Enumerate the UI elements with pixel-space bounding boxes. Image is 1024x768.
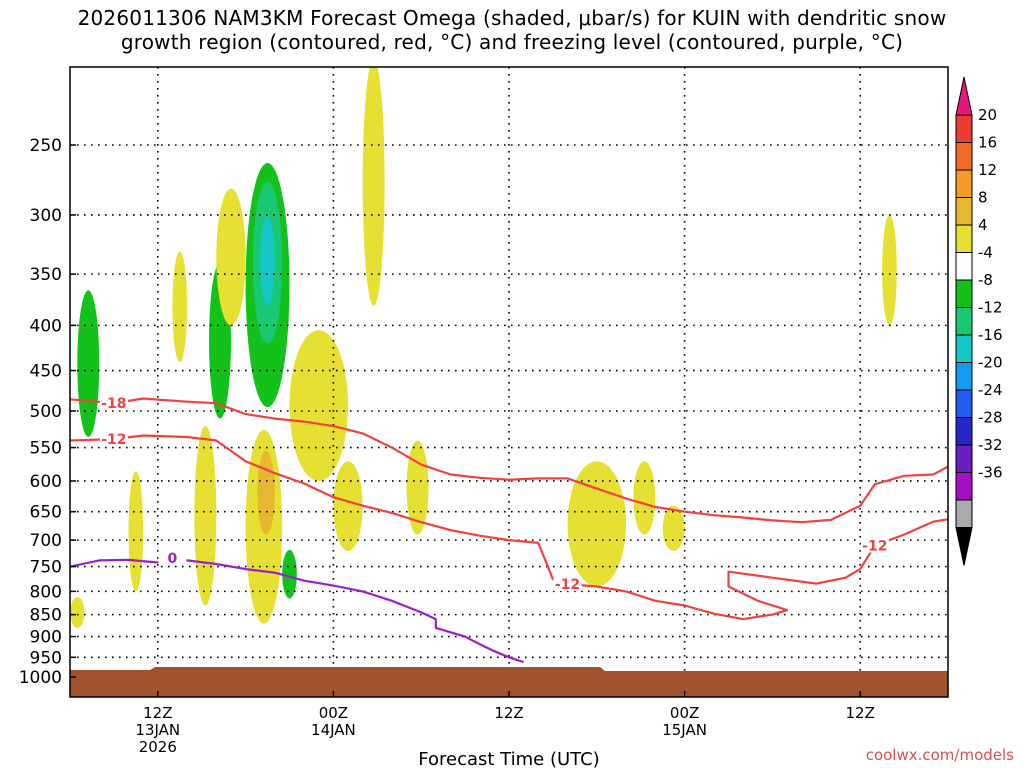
colorbar-label-3: 8 (978, 189, 988, 207)
x-tick-label-6-2: 2026 (139, 738, 177, 756)
omega-region-19 (662, 505, 685, 551)
colorbar-label-5: -4 (978, 244, 993, 262)
y-tick-label-750: 750 (30, 558, 62, 578)
y-tick-label-850: 850 (30, 606, 62, 626)
y-axis: 2503003504004505005506006507007508008509… (19, 136, 76, 688)
contour-label-0-0: -18 (101, 396, 126, 412)
contour-label-2-0: 0 (168, 551, 178, 567)
contour-label-1-0: -12 (101, 432, 126, 448)
x-axis-title: Forecast Time (UTC) (418, 749, 599, 768)
gridlines (70, 67, 948, 697)
omega-region-0 (77, 290, 100, 437)
colorbar-label-2: 12 (978, 161, 997, 179)
colorbar-label-6: -8 (978, 271, 993, 289)
contour-line-1 (70, 434, 948, 621)
omega-shading-layer (70, 67, 897, 628)
omega-region-6 (70, 597, 85, 628)
colorbar-label-12: -32 (978, 436, 1003, 454)
contour-label-bg-1-2 (860, 537, 889, 553)
contour-label-bg-1-0 (99, 431, 128, 447)
colorbar-segment-13 (955, 444, 973, 473)
omega-region-14 (333, 461, 363, 551)
colorbar-bottom-arrow (955, 527, 973, 566)
colorbar-label-0: 20 (978, 106, 997, 124)
y-tick-label-250: 250 (30, 136, 62, 156)
omega-region-17 (567, 461, 627, 587)
y-tick-label-300: 300 (30, 206, 62, 226)
colorbar-segment-2 (955, 142, 973, 171)
x-tick-label-30-0: 12Z (494, 704, 523, 722)
omega-region-4 (260, 214, 275, 306)
y-tick-label-500: 500 (30, 402, 62, 422)
omega-region-13 (289, 330, 349, 481)
y-tick-label-900: 900 (30, 628, 62, 648)
y-tick-label-450: 450 (30, 362, 62, 382)
y-tick-label-950: 950 (30, 648, 62, 668)
colorbar-segment-8 (955, 307, 973, 336)
colorbar-segment-4 (955, 197, 973, 226)
colorbar-top-arrow (955, 76, 973, 116)
omega-region-10 (216, 188, 246, 326)
omega-region-7 (128, 471, 144, 592)
x-tick-label-42-0: 00Z (670, 704, 699, 722)
colorbar-segment-12 (955, 417, 973, 446)
colorbar-segment-1 (955, 114, 973, 143)
site-credit: coolwx.com/models (866, 746, 1014, 764)
contour-label-bg-0-0 (99, 395, 128, 411)
colorbar-label-1: 16 (978, 134, 997, 152)
colorbar-segment-15 (955, 499, 973, 528)
terrain-layer (70, 667, 948, 697)
y-tick-label-800: 800 (30, 582, 62, 602)
y-tick-label-400: 400 (30, 316, 62, 336)
contour-label-bg-2-0 (158, 549, 187, 565)
omega-region-18 (633, 461, 656, 535)
x-tick-label-6-1: 13JAN (135, 721, 180, 739)
omega-region-8 (172, 251, 188, 362)
omega-region-12 (257, 451, 275, 535)
omega-region-16 (406, 440, 429, 535)
y-tick-label-1000: 1000 (19, 668, 62, 688)
omega-region-20 (882, 214, 897, 326)
y-tick-label-700: 700 (30, 531, 62, 551)
x-tick-label-18-1: 14JAN (311, 721, 356, 739)
colorbar-label-11: -28 (978, 409, 1003, 427)
colorbar-label-4: 4 (978, 216, 988, 234)
colorbar-segment-7 (955, 279, 973, 308)
colorbar-segment-10 (955, 362, 973, 391)
omega-region-15 (362, 67, 385, 306)
y-tick-label-650: 650 (30, 503, 62, 523)
colorbar-label-13: -36 (978, 464, 1003, 482)
colorbar-segment-5 (955, 224, 973, 253)
x-tick-label-6-0: 12Z (143, 704, 172, 722)
x-tick-label-18-0: 00Z (319, 704, 348, 722)
x-tick-label-42-1: 15JAN (662, 721, 707, 739)
contour-label-1-2: -12 (862, 539, 887, 555)
contour-label-1-1: -12 (555, 577, 580, 593)
colorbar-label-10: -24 (978, 381, 1003, 399)
colorbar-label-8: -16 (978, 326, 1003, 344)
colorbar-segment-3 (955, 169, 973, 198)
colorbar-segment-9 (955, 334, 973, 363)
x-tick-label-54-0: 12Z (846, 704, 875, 722)
contour-line-0 (70, 397, 948, 524)
chart-title-line-2: growth region (contoured, red, °C) and f… (120, 30, 904, 54)
terrain-fill (70, 667, 948, 697)
y-tick-label-600: 600 (30, 472, 62, 492)
omega-region-9 (194, 426, 217, 606)
contour-layer: -18 -12 -12 -12 0 (70, 395, 948, 664)
y-tick-label-350: 350 (30, 265, 62, 285)
colorbar: 20 16 12 8 4 -4 -8 -12 -16 -20 -24 -28 -32 -36 (955, 76, 1003, 566)
colorbar-label-7: -12 (978, 299, 1003, 317)
colorbar-label-9: -20 (978, 354, 1003, 372)
colorbar-segment-6 (955, 252, 973, 281)
contour-label-bg-1-1 (553, 576, 582, 592)
colorbar-segment-11 (955, 389, 973, 418)
y-tick-label-550: 550 (30, 439, 62, 459)
omega-region-5 (282, 549, 297, 599)
chart-title-line-1: 2026011306 NAM3KM Forecast Omega (shaded… (77, 6, 947, 30)
colorbar-segment-14 (955, 472, 973, 501)
